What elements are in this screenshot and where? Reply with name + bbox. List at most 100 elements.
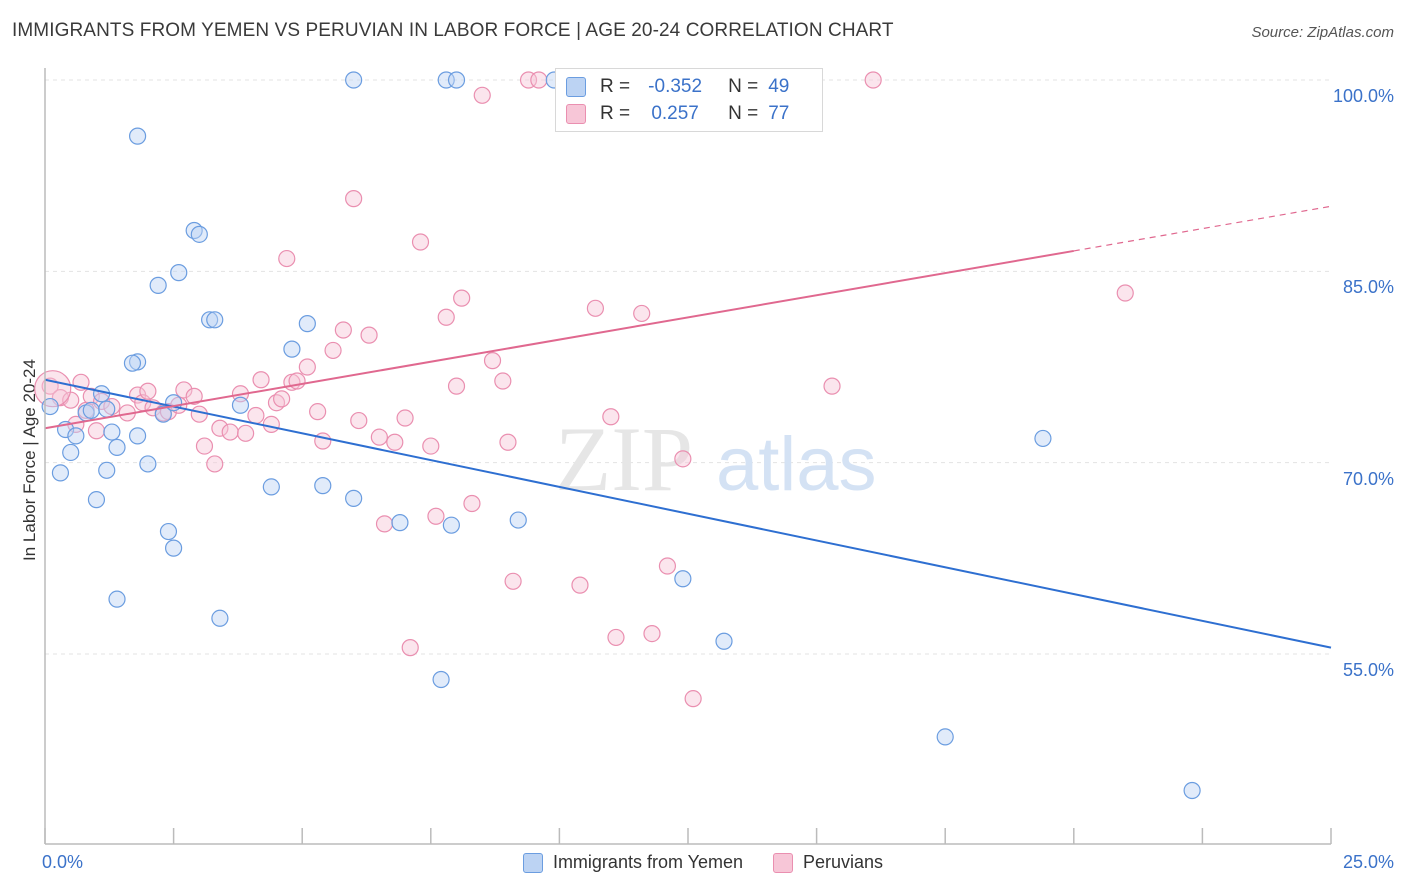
yemen-point bbox=[41, 397, 59, 416]
peru-trend-line bbox=[44, 249, 1074, 430]
yemen-point bbox=[149, 276, 167, 294]
r-label: R = bbox=[600, 103, 631, 124]
peru-point bbox=[273, 390, 291, 408]
peru-point bbox=[864, 71, 882, 89]
yemen-point bbox=[314, 477, 332, 495]
yemen-point bbox=[447, 71, 466, 89]
peru-point bbox=[247, 406, 265, 425]
yemen-point bbox=[206, 311, 224, 329]
peru-point bbox=[427, 507, 445, 525]
yemen-point bbox=[108, 438, 126, 456]
peru-point bbox=[221, 423, 239, 441]
peru-point bbox=[278, 249, 296, 268]
yemen-point bbox=[936, 728, 954, 746]
peru-point bbox=[350, 411, 368, 430]
legend-swatch-peru bbox=[773, 852, 794, 873]
yemen-point bbox=[128, 127, 147, 145]
yemen-point bbox=[190, 225, 208, 243]
legend-swatch-yemen bbox=[522, 852, 543, 873]
peru-point bbox=[262, 415, 280, 433]
peru-n-value: 77 bbox=[768, 103, 790, 124]
peru-point bbox=[334, 321, 352, 339]
yemen-trend-line bbox=[44, 378, 1332, 649]
yemen-point bbox=[715, 632, 733, 650]
peru-point bbox=[345, 190, 363, 208]
peru-point bbox=[175, 381, 193, 399]
yemen-point bbox=[108, 590, 126, 608]
chart-title: IMMIGRANTS FROM YEMEN VS PERUVIAN IN LAB… bbox=[12, 20, 894, 41]
yemen-point bbox=[165, 539, 183, 557]
y-tick-55: 55.0% bbox=[1342, 660, 1394, 680]
stats-row-peru: R = 0.257 N = 77 bbox=[566, 102, 789, 126]
trend-lines bbox=[44, 205, 1332, 649]
peru-point bbox=[237, 424, 255, 442]
n-label: N = bbox=[728, 103, 759, 124]
yemen-point bbox=[98, 400, 116, 418]
yemen-point bbox=[1183, 781, 1201, 800]
yemen-point bbox=[51, 464, 70, 482]
peru-point bbox=[447, 377, 466, 395]
peru-point bbox=[607, 628, 625, 647]
x-tick-max: 25.0% bbox=[1342, 852, 1394, 872]
yemen-point bbox=[674, 570, 692, 588]
yemen-point bbox=[345, 71, 363, 89]
peru-point bbox=[494, 372, 512, 390]
peru-point bbox=[483, 352, 502, 370]
peru-point bbox=[504, 572, 522, 590]
peru-point bbox=[185, 387, 203, 405]
stats-row-yemen: R = -0.352 N = 49 bbox=[566, 75, 789, 99]
yemen-point bbox=[211, 609, 229, 627]
peru-point bbox=[823, 377, 841, 395]
yemen-point bbox=[67, 427, 85, 445]
peru-point bbox=[571, 576, 589, 594]
yemen-point bbox=[283, 340, 301, 358]
peru-point bbox=[602, 408, 620, 426]
peru-point bbox=[422, 437, 440, 455]
yemen-point bbox=[391, 514, 409, 532]
axes bbox=[44, 68, 1332, 845]
peru-point bbox=[370, 428, 388, 446]
yemen-n-value: 49 bbox=[768, 76, 790, 97]
peru-point bbox=[684, 690, 702, 708]
yemen-swatch bbox=[566, 77, 586, 97]
peru-point bbox=[396, 409, 414, 427]
legend-label-peru: Peruvians bbox=[803, 852, 884, 872]
peru-point bbox=[530, 71, 548, 89]
yemen-point bbox=[154, 405, 172, 423]
y-tick-85: 85.0% bbox=[1342, 277, 1394, 298]
bottom-legend: Immigrants from Yemen Peruvians bbox=[0, 852, 1406, 873]
peru-point bbox=[309, 403, 327, 421]
peru-point bbox=[643, 624, 661, 643]
grid-lines bbox=[45, 79, 1331, 655]
peru-point bbox=[658, 557, 677, 575]
watermark-zip: ZIP bbox=[555, 408, 693, 510]
peru-point bbox=[139, 382, 157, 400]
peru-r-value: 0.257 bbox=[651, 103, 699, 124]
peru-point bbox=[206, 455, 224, 473]
yemen-point bbox=[128, 427, 147, 445]
peru-point bbox=[437, 308, 455, 326]
peru-point bbox=[386, 433, 404, 451]
peruvians-points bbox=[34, 71, 1134, 708]
peru-swatch bbox=[566, 104, 586, 124]
peru-point bbox=[324, 341, 342, 360]
peru-point bbox=[586, 299, 605, 317]
source-label: Source: ZipAtlas.com bbox=[1251, 24, 1394, 41]
peru-point bbox=[674, 450, 692, 468]
yemen-point bbox=[262, 478, 280, 496]
peru-point bbox=[252, 371, 270, 389]
yemen-point bbox=[298, 315, 316, 333]
yemen-point bbox=[442, 516, 460, 534]
peru-point bbox=[211, 419, 229, 437]
peru-point bbox=[82, 387, 100, 405]
yemen-point bbox=[123, 354, 142, 372]
yemen-point bbox=[98, 461, 116, 479]
peru-point bbox=[411, 233, 430, 251]
yemen-point bbox=[103, 423, 121, 441]
peru-point bbox=[401, 639, 419, 657]
legend-label-yemen: Immigrants from Yemen bbox=[552, 852, 744, 872]
yemen-point bbox=[62, 443, 80, 462]
peru-point bbox=[195, 437, 214, 455]
yemen-point bbox=[92, 385, 111, 403]
y-tick-70: 70.0% bbox=[1342, 468, 1394, 489]
